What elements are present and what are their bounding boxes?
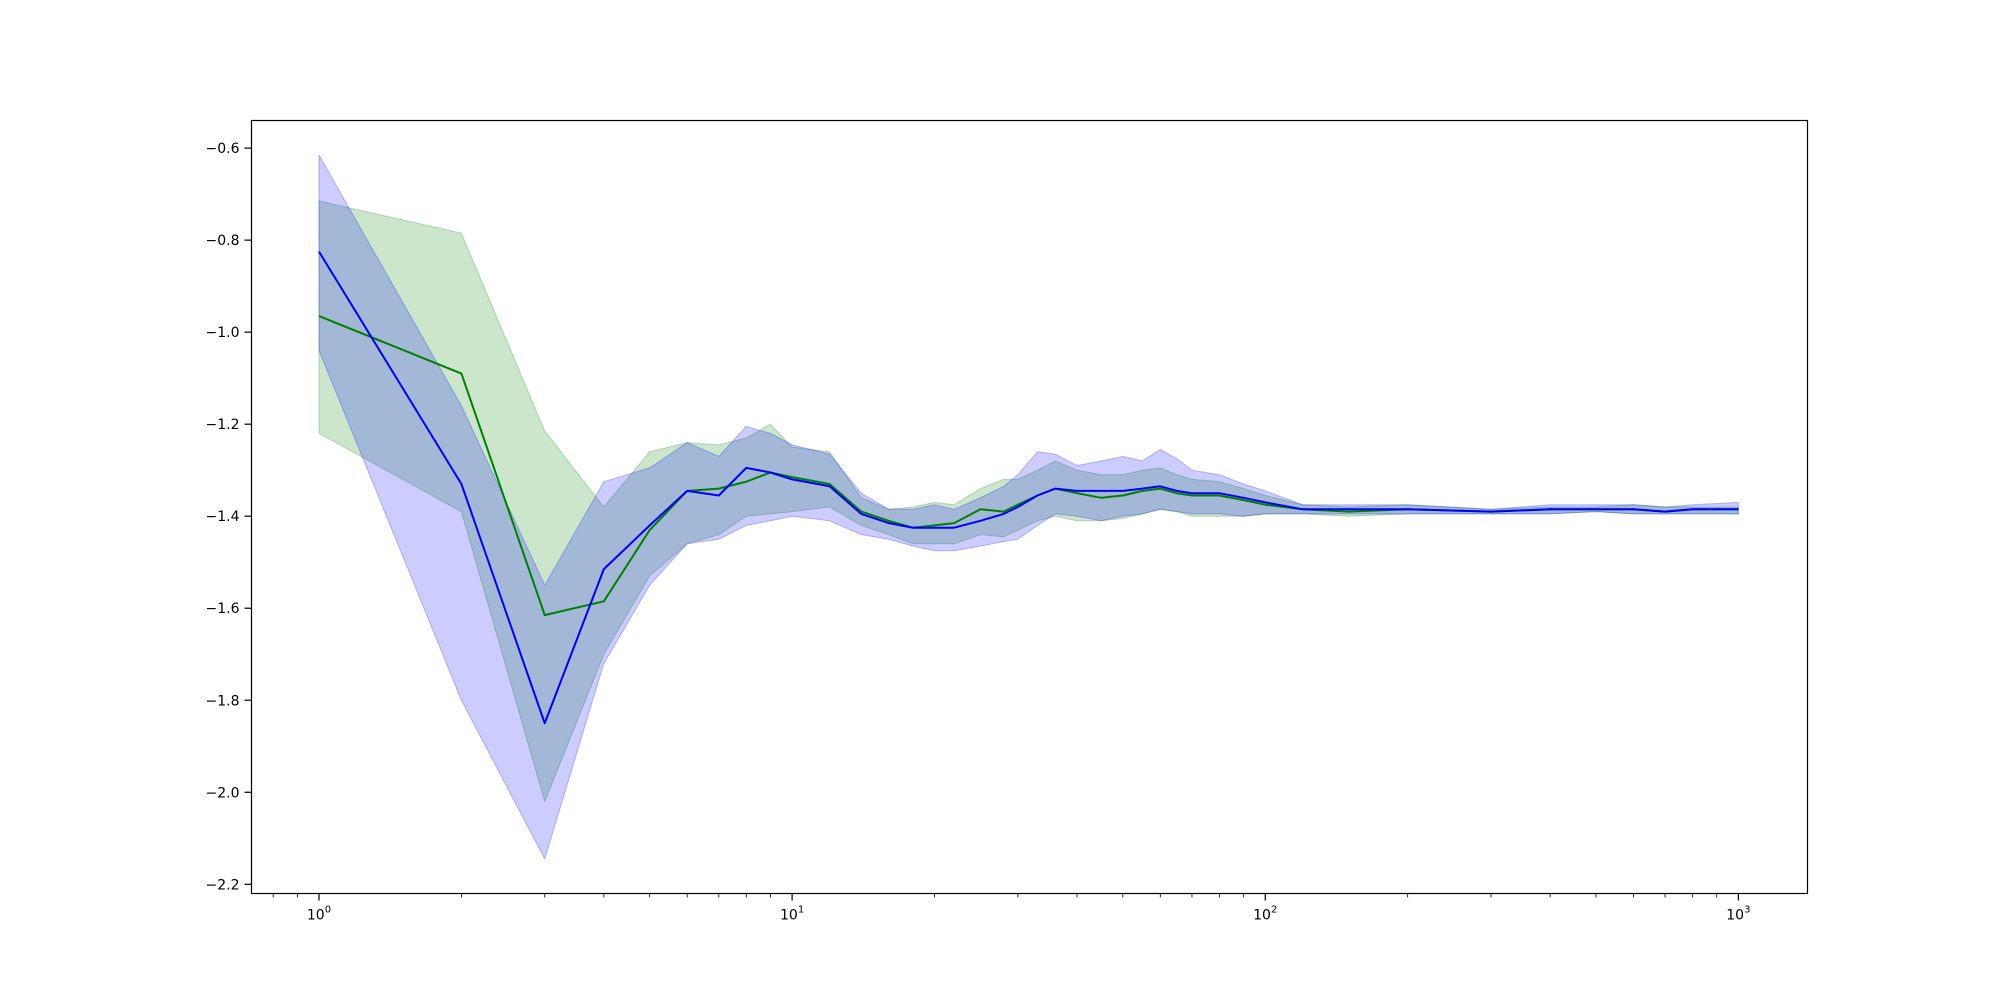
x-tick-label: 101: [780, 905, 804, 924]
y-axis: −0.6 −0.8 −1.0 −1.2 −1.4 −1.6 −1.8 −2.0 −2.2: [206, 141, 252, 893]
series-lines: [318, 251, 1739, 725]
y-tick-label: −1.2: [206, 417, 240, 433]
y-tick-label: −0.8: [206, 233, 240, 249]
y-tick-label: −2.2: [206, 877, 240, 893]
x-tick-label: 102: [1253, 905, 1277, 924]
y-tick-label: −1.8: [206, 693, 240, 709]
plot-frame: [250, 119, 1809, 895]
y-tick-label: −1.6: [206, 601, 240, 617]
x-axis: 100 101 102 103: [272, 893, 1750, 924]
x-tick-label: 100: [307, 905, 331, 924]
y-tick-label: −2.0: [206, 785, 240, 801]
x-tick-label: 103: [1726, 905, 1750, 924]
y-tick-label: −1.4: [206, 509, 240, 525]
y-tick-label: −0.6: [206, 141, 240, 157]
line-series-2: [318, 251, 1739, 725]
band-series-2: [318, 153, 1739, 861]
y-tick-label: −1.0: [206, 325, 240, 341]
